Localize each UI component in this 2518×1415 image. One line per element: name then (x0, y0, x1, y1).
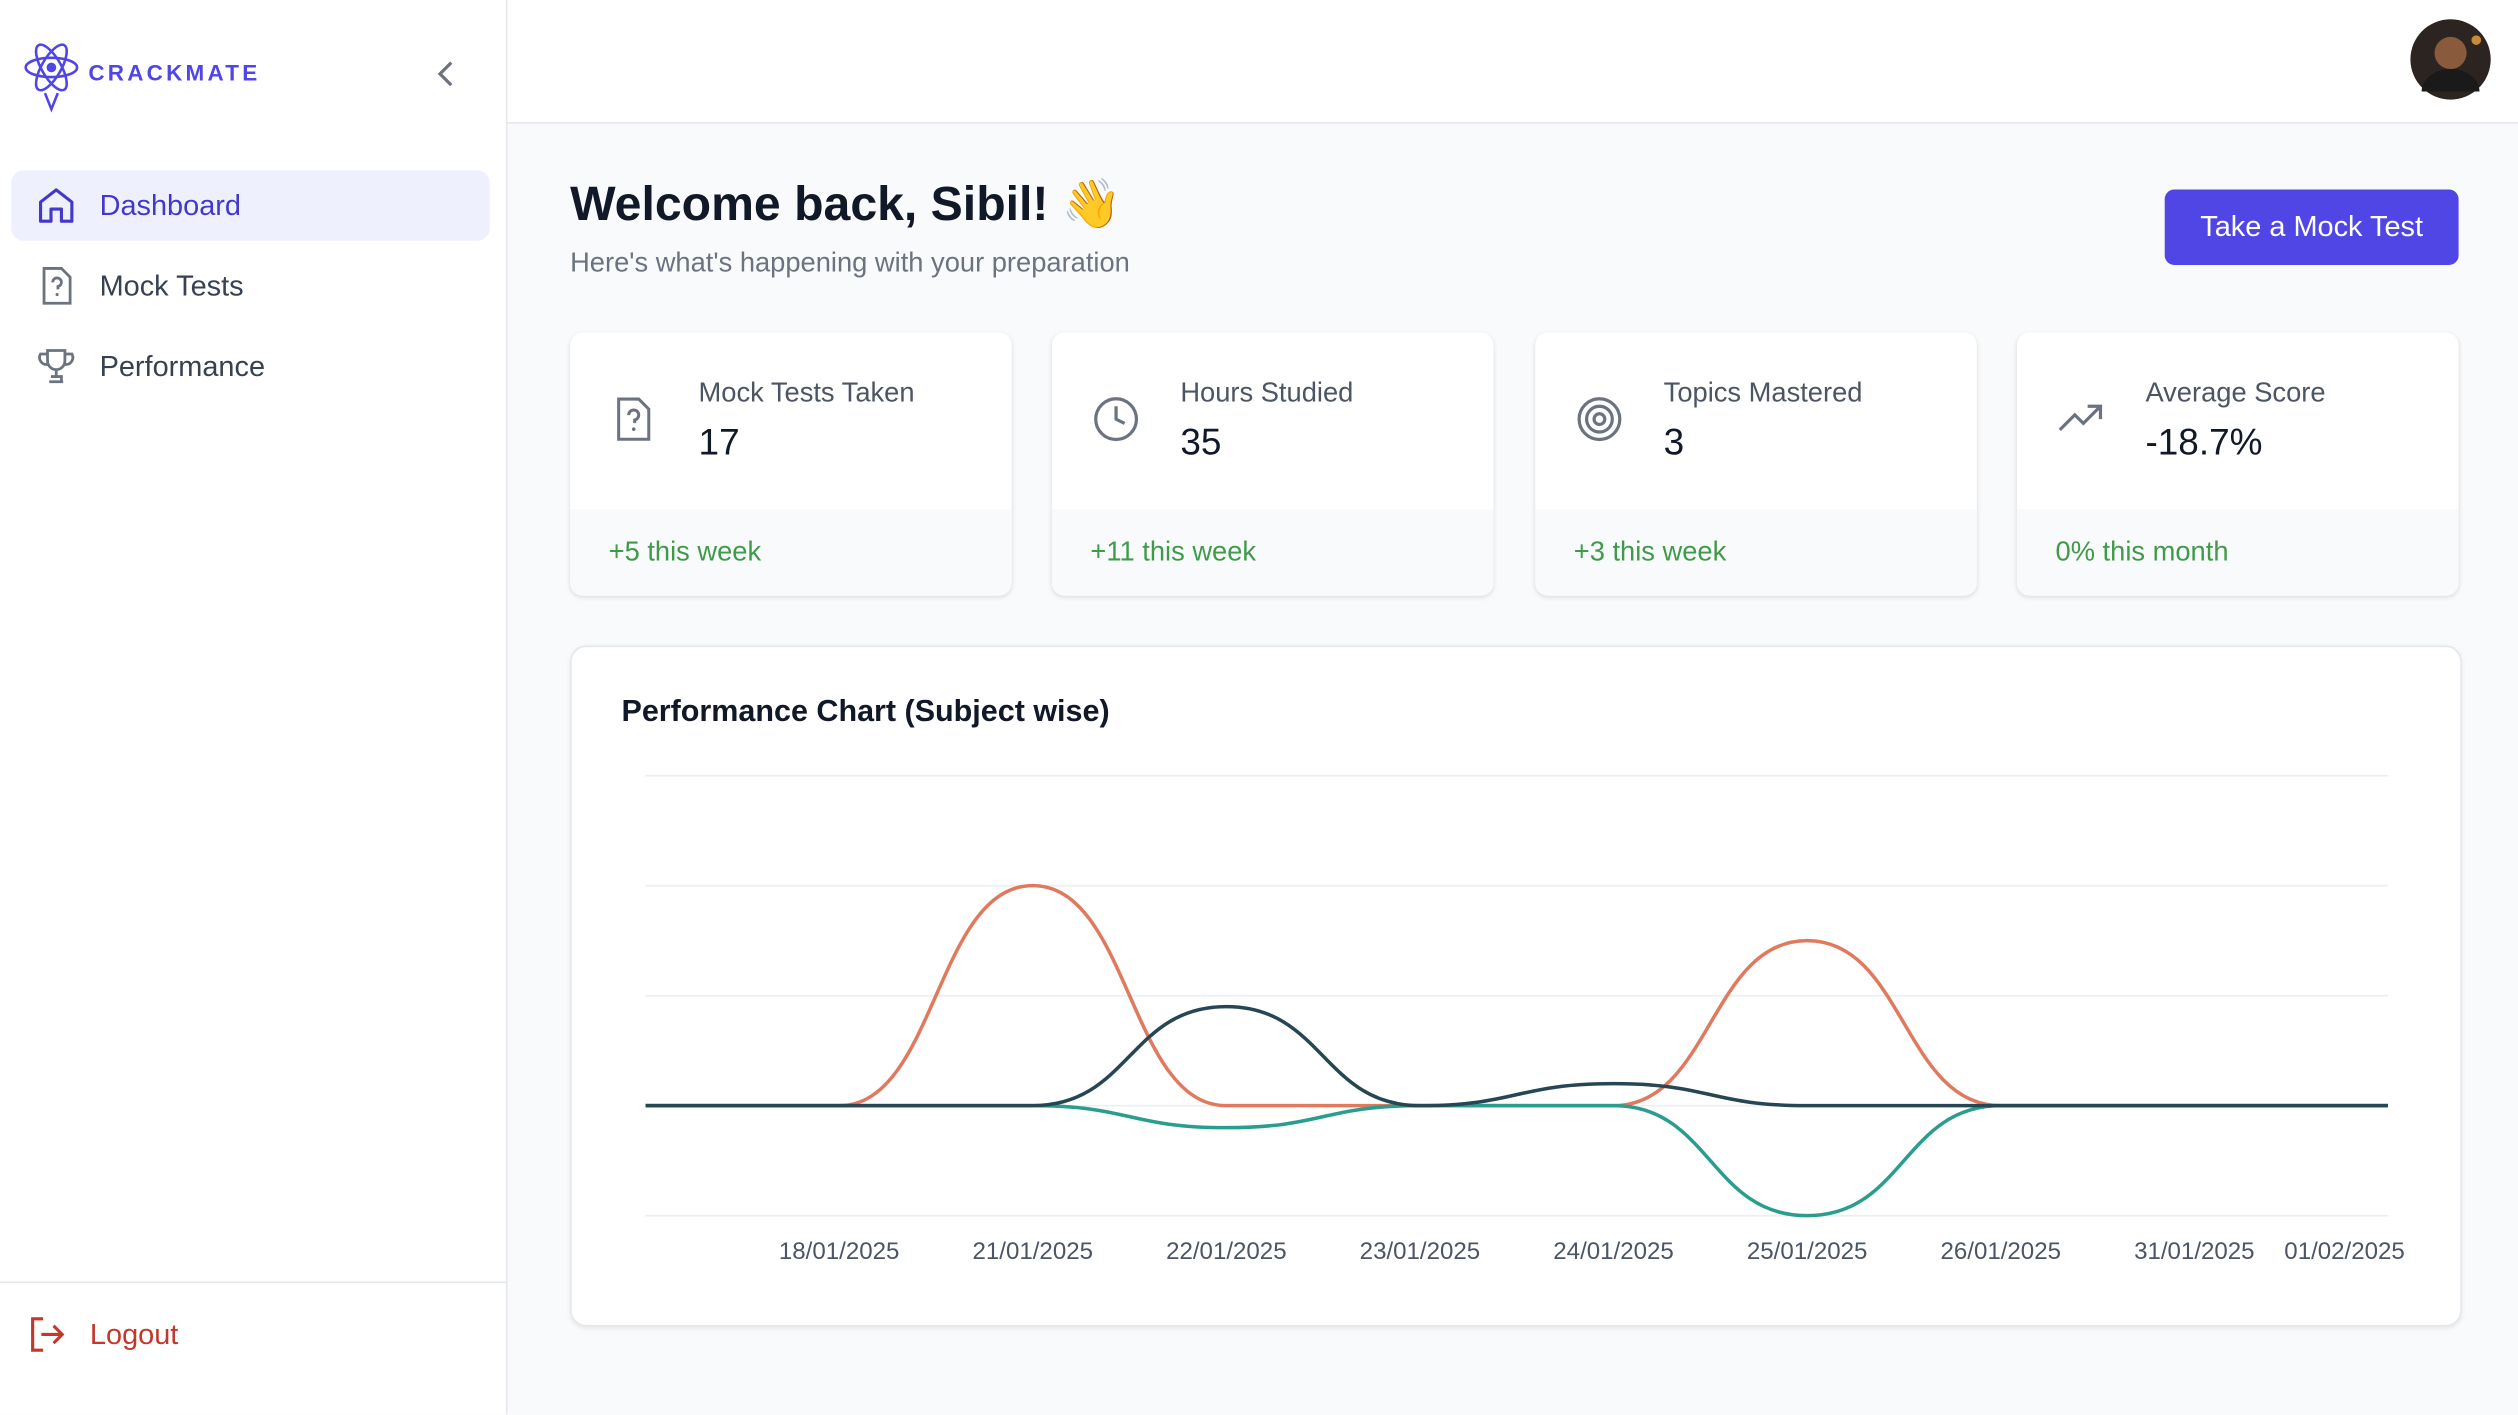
stat-change: 0% this month (2055, 536, 2229, 567)
stat-change: +11 this week (1090, 536, 1257, 567)
nav-item[interactable]: Mock Tests (11, 251, 490, 322)
sidebar: CRACKMATE Dashboard Mock Tests Performan… (0, 0, 508, 1415)
nav-label: Performance (99, 349, 266, 382)
x-tick-label: 31/01/2025 (2134, 1238, 2255, 1265)
stat-card: Topics Mastered 3 +3 this week (1535, 332, 1977, 596)
stat-label: Mock Tests Taken (698, 377, 915, 408)
x-tick-label: 23/01/2025 (1360, 1238, 1481, 1265)
home-icon (38, 188, 74, 223)
x-tick-label: 18/01/2025 (779, 1238, 900, 1265)
stat-icon (1094, 397, 1139, 442)
logout-button[interactable]: Logout (26, 1314, 179, 1356)
divider (0, 1281, 506, 1284)
topbar (507, 0, 2518, 124)
x-tick-label: 22/01/2025 (1166, 1238, 1287, 1265)
x-tick-label: 26/01/2025 (1940, 1238, 2061, 1265)
card-footer (1051, 509, 1494, 596)
nav-item[interactable]: Dashboard (11, 170, 490, 241)
stat-value: 35 (1180, 420, 1222, 463)
welcome-subtitle: Here's what's happening with your prepar… (570, 247, 1130, 278)
x-tick-label: 25/01/2025 (1747, 1238, 1868, 1265)
card-footer (2016, 509, 2459, 596)
card-footer (1535, 509, 1977, 596)
welcome-title: Welcome back, Sibil! 👋 (570, 178, 1122, 232)
x-tick-label: 01/02/2025 (2284, 1238, 2405, 1265)
stat-value: 3 (1663, 420, 1685, 463)
stat-card: Average Score -18.7% 0% this month (2016, 332, 2459, 596)
nav-item[interactable]: Performance (11, 331, 490, 402)
stat-label: Hours Studied (1180, 377, 1354, 408)
logout-label: Logout (89, 1317, 179, 1350)
logo-icon (24, 43, 79, 113)
chart: Performance Chart (Subject wise) 18/01/2… (621, 694, 2405, 1265)
x-tick-label: 24/01/2025 (1553, 1238, 1674, 1265)
stat-card: Mock Tests Taken 17 +5 this week (570, 332, 1012, 596)
x-tick-label: 21/01/2025 (972, 1238, 1093, 1265)
nav-label: Mock Tests (99, 268, 244, 302)
series-line (645, 1103, 2388, 1218)
logout-icon (31, 1317, 65, 1352)
stat-icon (617, 397, 651, 441)
trophy-icon (38, 349, 75, 384)
stat-value: 17 (698, 420, 740, 463)
stat-icon (2058, 404, 2103, 431)
stat-card: Hours Studied 35 +11 this week (1051, 332, 1494, 596)
stat-label: Topics Mastered (1663, 377, 1863, 408)
card-footer (570, 509, 1012, 596)
nav-label: Dashboard (99, 188, 241, 221)
chart-card: Performance Chart (Subject wise) 18/01/2… (570, 645, 2462, 1327)
avatar[interactable] (2409, 18, 2493, 102)
collapse-button[interactable] (434, 59, 460, 88)
stat-value: -18.7% (2145, 420, 2263, 463)
brand: CRACKMATE (88, 59, 261, 86)
stat-icon (1577, 397, 1622, 442)
mock-test-button[interactable]: Take a Mock Test (2164, 189, 2459, 265)
chart-title: Performance Chart (Subject wise) (621, 694, 1109, 728)
stat-change: +3 this week (1573, 536, 1727, 567)
stat-label: Average Score (2145, 377, 2326, 408)
series-line (645, 1004, 2388, 1108)
question-icon (42, 267, 72, 305)
stat-change: +5 this week (608, 536, 762, 567)
